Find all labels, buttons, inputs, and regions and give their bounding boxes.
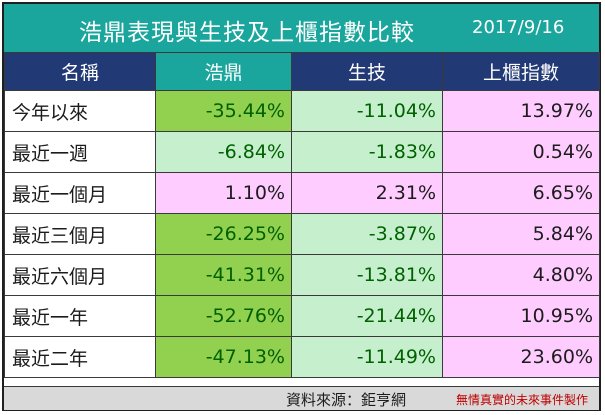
page-title: 浩鼎表現與生技及上櫃指數比較 bbox=[79, 20, 415, 46]
table-row: 今年以來 -35.44% -11.04% 13.97% bbox=[4, 90, 600, 132]
table-row: 最近一週 -6.84% -1.83% 0.54% bbox=[4, 131, 600, 173]
period-cell: 最近一週 bbox=[4, 131, 156, 173]
credit-label: 無情真實的未來事件製作 bbox=[456, 393, 589, 407]
biotech-cell: -13.81% bbox=[291, 254, 443, 296]
comparison-table: 名稱 浩鼎 生技 上櫃指數 今年以來 -35.44% -11.04% 13.97… bbox=[4, 52, 600, 378]
footer-bar: 資料來源：鉅亨網 無情真實的未來事件製作 bbox=[4, 386, 599, 410]
biotech-cell: -1.83% bbox=[291, 131, 443, 173]
haoding-cell: -26.25% bbox=[155, 213, 292, 255]
biotech-cell: -21.44% bbox=[291, 295, 443, 337]
title-bar: 浩鼎表現與生技及上櫃指數比較 2017/9/16 bbox=[4, 4, 599, 52]
biotech-cell: -3.87% bbox=[291, 213, 443, 255]
otc-cell: 0.54% bbox=[442, 131, 600, 173]
table-row: 最近三個月 -26.25% -3.87% 5.84% bbox=[4, 213, 600, 255]
column-header-name: 名稱 bbox=[4, 52, 156, 91]
biotech-cell: -11.49% bbox=[291, 336, 443, 378]
period-cell: 今年以來 bbox=[4, 90, 156, 132]
date-label: 2017/9/16 bbox=[472, 17, 565, 38]
period-cell: 最近二年 bbox=[4, 336, 156, 378]
period-cell: 最近三個月 bbox=[4, 213, 156, 255]
column-header-haoding: 浩鼎 bbox=[155, 52, 292, 91]
haoding-cell: -6.84% bbox=[155, 131, 292, 173]
haoding-cell: -52.76% bbox=[155, 295, 292, 337]
period-cell: 最近六個月 bbox=[4, 254, 156, 296]
header-row: 名稱 浩鼎 生技 上櫃指數 bbox=[4, 52, 600, 91]
table-row: 最近一個月 1.10% 2.31% 6.65% bbox=[4, 172, 600, 214]
otc-cell: 23.60% bbox=[442, 336, 600, 378]
period-cell: 最近一個月 bbox=[4, 172, 156, 214]
table-row: 最近二年 -47.13% -11.49% 23.60% bbox=[4, 336, 600, 378]
biotech-cell: 2.31% bbox=[291, 172, 443, 214]
table-row: 最近一年 -52.76% -21.44% 10.95% bbox=[4, 295, 600, 337]
column-header-biotech: 生技 bbox=[291, 52, 443, 91]
table-row: 最近六個月 -41.31% -13.81% 4.80% bbox=[4, 254, 600, 296]
haoding-cell: -41.31% bbox=[155, 254, 292, 296]
column-header-otc-index: 上櫃指數 bbox=[442, 52, 600, 91]
otc-cell: 5.84% bbox=[442, 213, 600, 255]
haoding-cell: -47.13% bbox=[155, 336, 292, 378]
otc-cell: 6.65% bbox=[442, 172, 600, 214]
biotech-cell: -11.04% bbox=[291, 90, 443, 132]
period-cell: 最近一年 bbox=[4, 295, 156, 337]
comparison-panel: 浩鼎表現與生技及上櫃指數比較 2017/9/16 名稱 浩鼎 生技 上櫃指數 今… bbox=[2, 2, 601, 411]
data-source-label: 資料來源：鉅亨網 bbox=[286, 391, 407, 409]
haoding-cell: -35.44% bbox=[155, 90, 292, 132]
otc-cell: 4.80% bbox=[442, 254, 600, 296]
otc-cell: 13.97% bbox=[442, 90, 600, 132]
otc-cell: 10.95% bbox=[442, 295, 600, 337]
haoding-cell: 1.10% bbox=[155, 172, 292, 214]
